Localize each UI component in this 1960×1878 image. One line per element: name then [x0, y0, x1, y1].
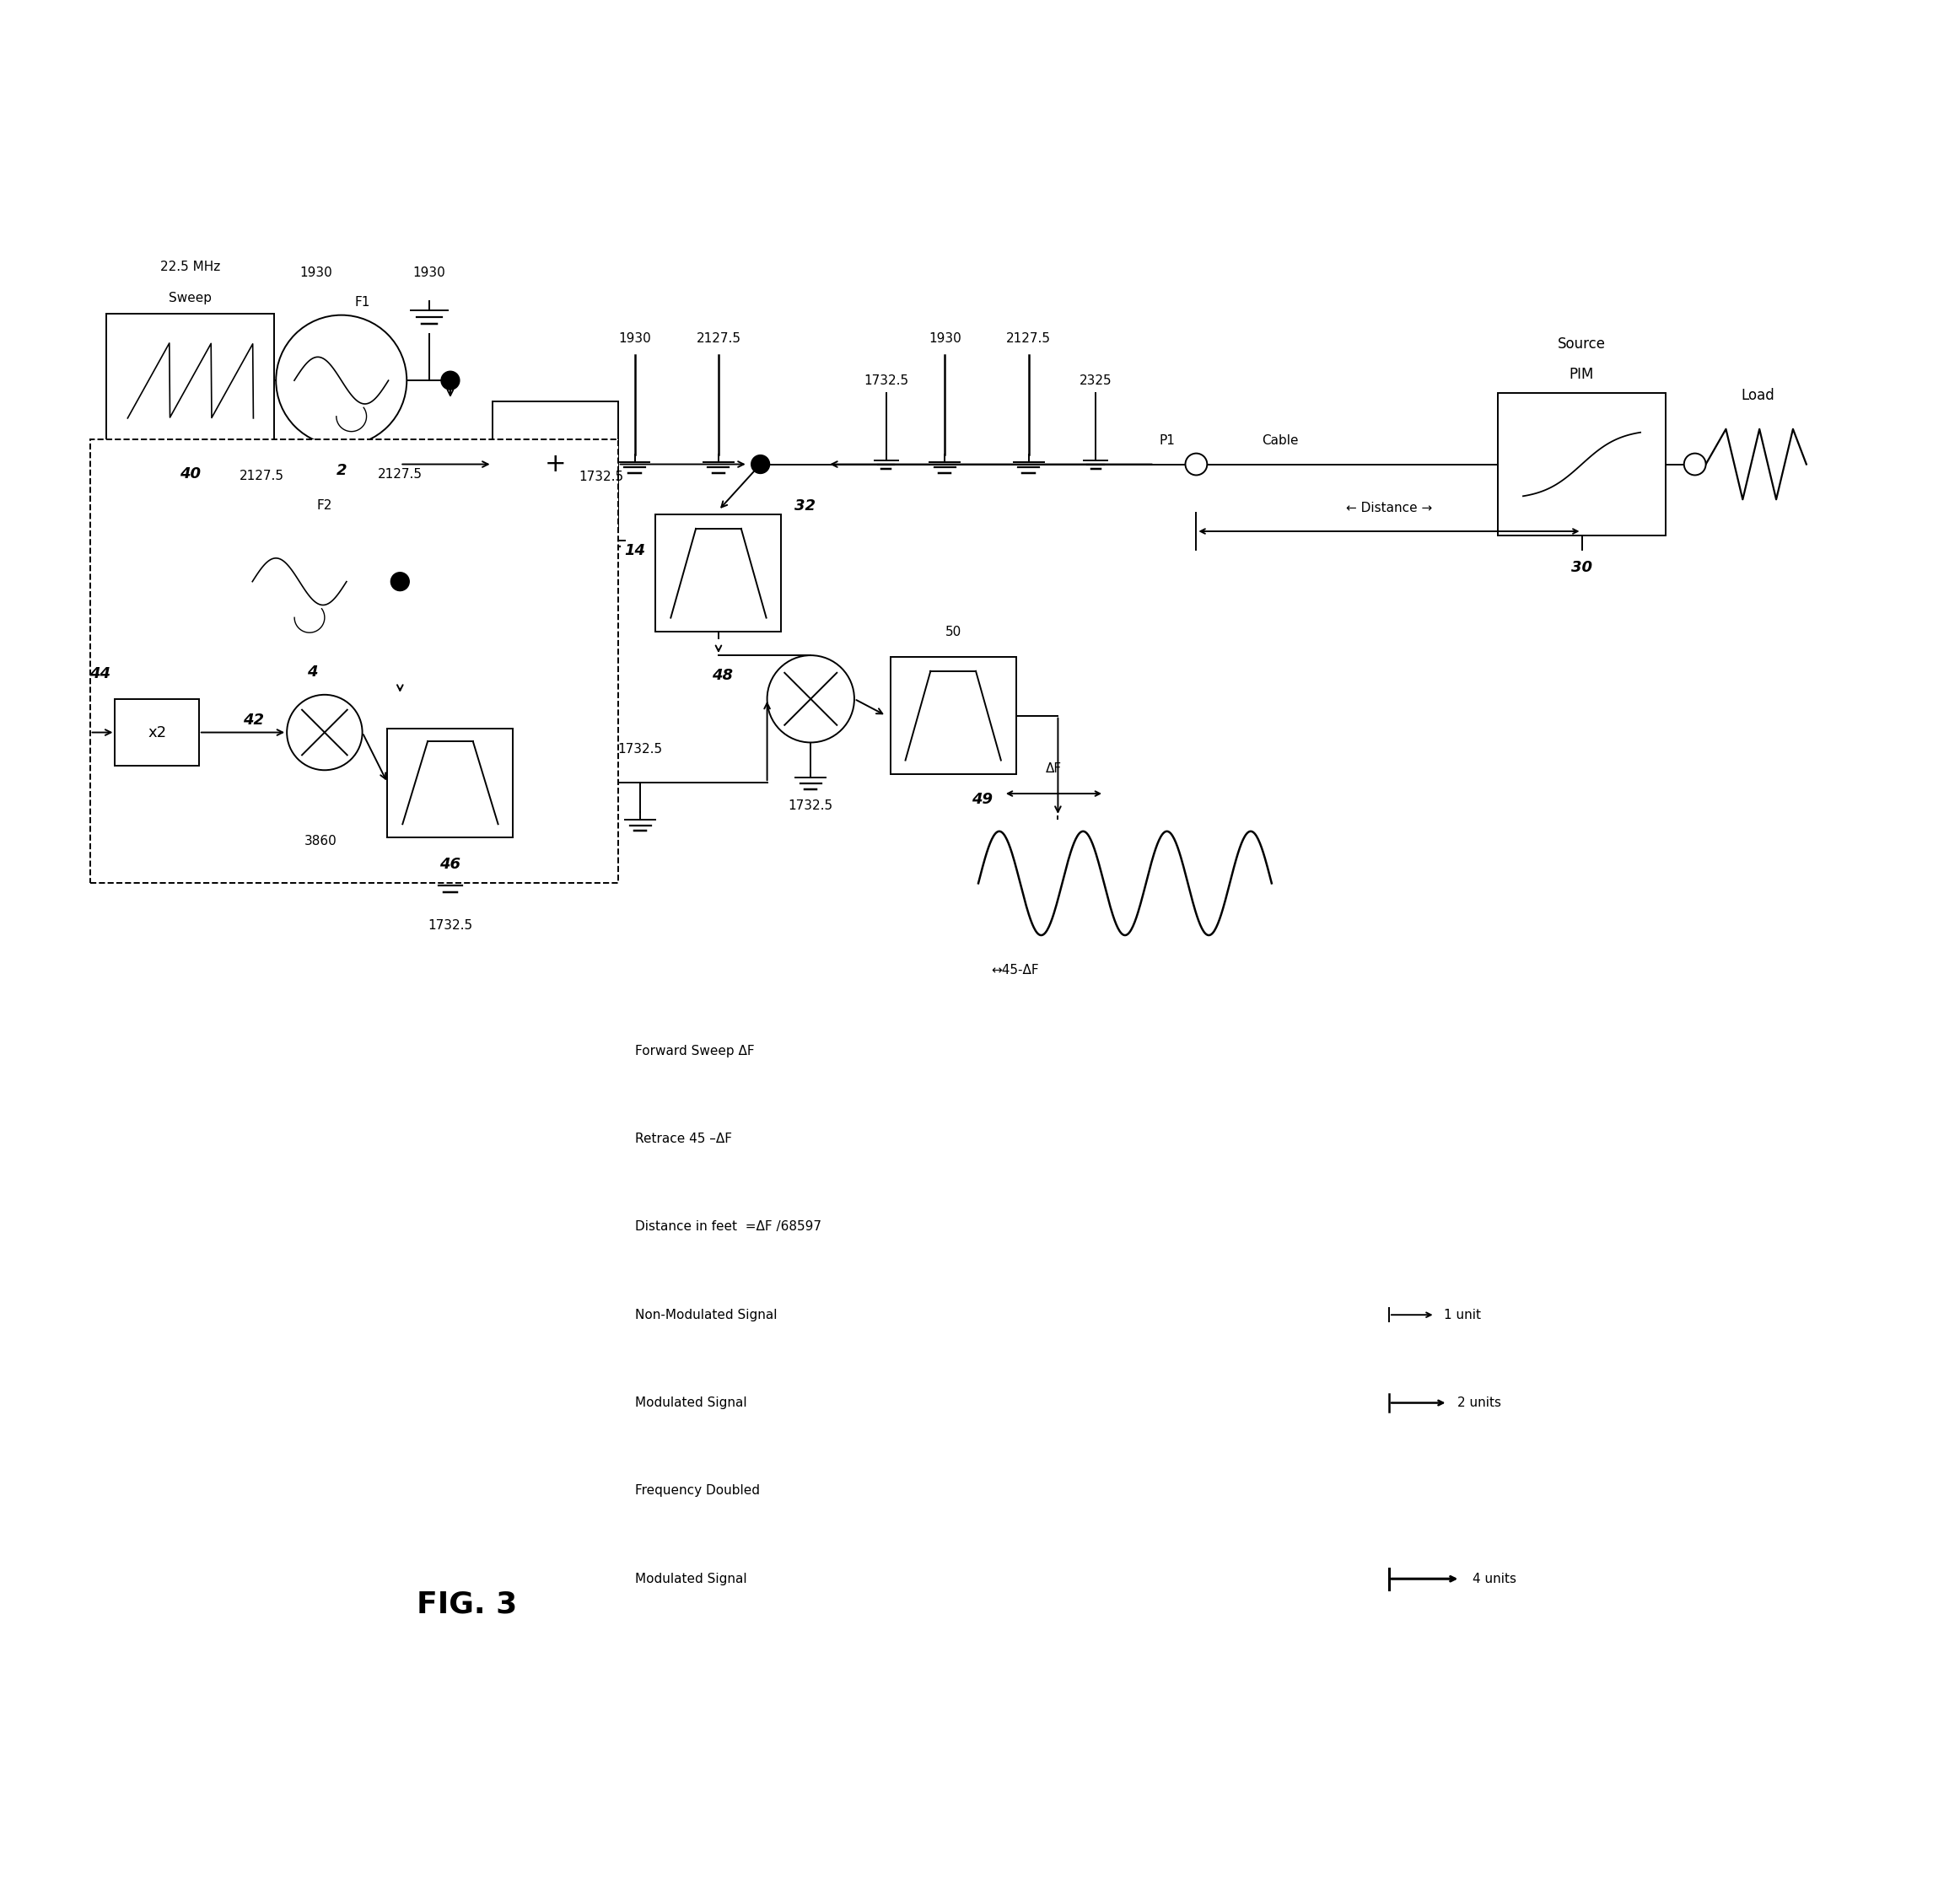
- Text: 1930: 1930: [617, 332, 651, 346]
- Text: 22.5 MHz: 22.5 MHz: [161, 261, 221, 274]
- FancyBboxPatch shape: [492, 402, 617, 528]
- Text: 48: 48: [711, 669, 733, 684]
- Text: Load: Load: [1740, 389, 1774, 404]
- Text: 1930: 1930: [929, 332, 960, 346]
- Text: 1732.5: 1732.5: [427, 918, 472, 931]
- FancyBboxPatch shape: [890, 657, 1015, 774]
- FancyBboxPatch shape: [90, 439, 617, 883]
- Text: 40: 40: [180, 468, 202, 483]
- Text: Forward Sweep ΔF: Forward Sweep ΔF: [635, 1044, 755, 1057]
- FancyBboxPatch shape: [106, 314, 274, 447]
- Text: 1732.5: 1732.5: [864, 374, 909, 387]
- Text: 2127.5: 2127.5: [696, 332, 741, 346]
- Text: 1930: 1930: [300, 267, 333, 280]
- Circle shape: [751, 454, 770, 473]
- Text: Frequency Doubled: Frequency Doubled: [635, 1484, 760, 1497]
- Text: P1: P1: [1158, 434, 1174, 447]
- Text: 1732.5: 1732.5: [617, 744, 662, 755]
- Text: Cable: Cable: [1262, 434, 1298, 447]
- Text: 44: 44: [90, 667, 110, 682]
- Text: 1732.5: 1732.5: [788, 800, 833, 813]
- Text: 2: 2: [335, 464, 347, 479]
- Text: Source: Source: [1558, 336, 1605, 351]
- Text: ↔45-ΔF: ↔45-ΔF: [992, 963, 1039, 977]
- Text: Distance in feet  =ΔF /68597: Distance in feet =ΔF /68597: [635, 1221, 821, 1234]
- Text: 14: 14: [623, 543, 645, 558]
- Text: 2127.5: 2127.5: [1005, 332, 1051, 346]
- Text: 30: 30: [1572, 560, 1592, 575]
- Text: FIG. 3: FIG. 3: [417, 1589, 517, 1619]
- FancyBboxPatch shape: [116, 699, 198, 766]
- Circle shape: [1186, 453, 1207, 475]
- Text: 49: 49: [972, 793, 994, 808]
- Text: Modulated Signal: Modulated Signal: [635, 1572, 747, 1585]
- Text: 2127.5: 2127.5: [378, 468, 421, 481]
- Text: 4 units: 4 units: [1472, 1572, 1517, 1585]
- Text: ← Distance →: ← Distance →: [1347, 501, 1433, 515]
- Text: 32: 32: [794, 498, 815, 515]
- Circle shape: [233, 516, 365, 646]
- Text: F2: F2: [318, 500, 333, 511]
- FancyBboxPatch shape: [657, 515, 782, 631]
- Text: 46: 46: [439, 856, 461, 871]
- Text: 42: 42: [243, 712, 265, 727]
- Circle shape: [1684, 453, 1705, 475]
- FancyBboxPatch shape: [1497, 393, 1666, 535]
- Circle shape: [286, 695, 363, 770]
- Text: Retrace 45 –ΔF: Retrace 45 –ΔF: [635, 1132, 731, 1146]
- Circle shape: [766, 655, 855, 742]
- Text: ΔF: ΔF: [1047, 762, 1062, 776]
- Text: PIM: PIM: [1570, 366, 1593, 383]
- Text: 4: 4: [308, 665, 318, 680]
- FancyBboxPatch shape: [388, 729, 514, 838]
- Circle shape: [390, 573, 410, 592]
- Text: 1930: 1930: [414, 267, 445, 280]
- Text: 2325: 2325: [1080, 374, 1111, 387]
- Text: Sweep: Sweep: [169, 291, 212, 304]
- Text: 50: 50: [945, 625, 960, 639]
- Text: 1732.5: 1732.5: [578, 471, 623, 483]
- Circle shape: [441, 372, 459, 389]
- Text: +: +: [545, 453, 566, 477]
- Text: 1 unit: 1 unit: [1443, 1309, 1480, 1322]
- Text: 3860: 3860: [304, 836, 337, 847]
- Text: Modulated Signal: Modulated Signal: [635, 1397, 747, 1408]
- Circle shape: [276, 316, 408, 445]
- Text: 2 units: 2 units: [1458, 1397, 1501, 1408]
- Text: F1: F1: [355, 297, 370, 308]
- Text: 2127.5: 2127.5: [239, 470, 284, 483]
- Text: Non-Modulated Signal: Non-Modulated Signal: [635, 1309, 776, 1322]
- Text: x2: x2: [147, 725, 167, 740]
